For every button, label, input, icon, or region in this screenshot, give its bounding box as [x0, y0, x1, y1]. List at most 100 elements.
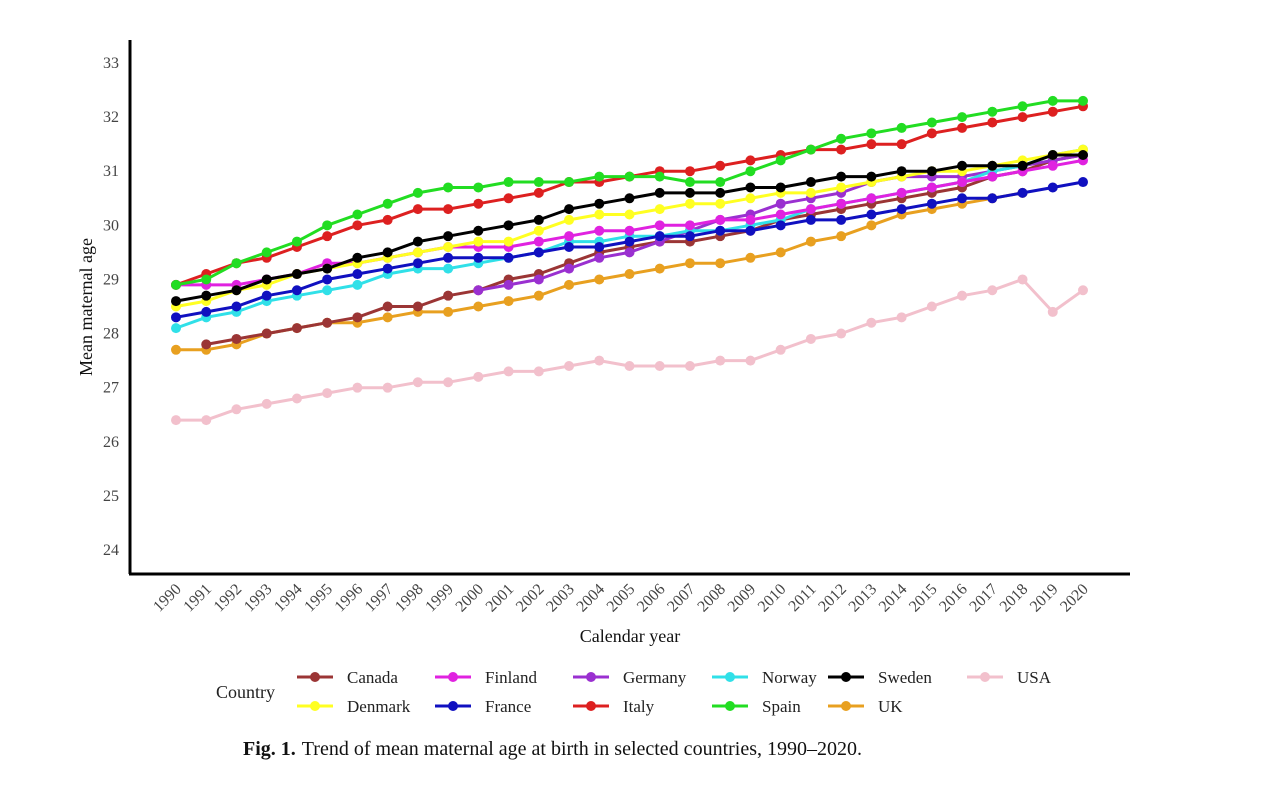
data-point: [1047, 149, 1058, 160]
data-point: [957, 290, 968, 301]
data-point: [1078, 95, 1088, 106]
data-point: [171, 344, 181, 355]
data-point: [836, 214, 847, 225]
data-point: [624, 361, 635, 372]
data-point: [866, 220, 877, 231]
legend-label: UK: [878, 697, 903, 716]
data-point: [926, 301, 937, 312]
data-point: [443, 290, 454, 301]
data-point: [231, 285, 242, 296]
data-point: [957, 112, 968, 123]
data-point: [775, 344, 786, 355]
legend-swatch-marker: [725, 701, 735, 711]
data-point: [443, 204, 454, 215]
y-axis-title: Mean maternal age: [76, 238, 96, 376]
data-point: [836, 171, 847, 182]
data-point: [987, 106, 998, 117]
data-point: [624, 193, 635, 204]
data-point: [171, 323, 181, 334]
series-line: [176, 277, 1084, 422]
data-point: [1017, 112, 1028, 123]
data-point: [533, 274, 544, 285]
legend-label: Italy: [623, 697, 655, 716]
data-point: [987, 117, 998, 128]
data-point: [503, 220, 514, 231]
data-point: [715, 187, 726, 198]
data-point: [684, 166, 695, 177]
data-point: [715, 258, 726, 269]
legend-swatch-marker: [448, 672, 458, 682]
data-point: [684, 177, 695, 188]
x-tick-label: 2020: [1057, 581, 1092, 616]
y-tick-label: 25: [103, 488, 119, 505]
data-point: [171, 279, 181, 290]
data-point: [624, 171, 635, 182]
data-point: [443, 241, 454, 252]
data-point: [533, 177, 544, 188]
x-tick-label: 2010: [755, 581, 790, 616]
data-point: [745, 166, 756, 177]
series-line: [205, 153, 1084, 346]
data-point: [926, 117, 937, 128]
y-tick-label: 33: [103, 55, 119, 72]
data-point: [322, 285, 333, 296]
x-tick-label: 2013: [846, 581, 881, 616]
x-tick-label: 2019: [1027, 581, 1062, 616]
data-point: [775, 220, 786, 231]
data-point: [533, 290, 544, 301]
data-point: [261, 274, 272, 285]
data-point: [1017, 101, 1028, 112]
legend-item-uk: UK: [828, 697, 903, 716]
data-point: [594, 241, 605, 252]
data-point: [382, 312, 393, 323]
y-tick-label: 31: [103, 163, 119, 180]
data-point: [684, 361, 695, 372]
data-point: [503, 252, 514, 263]
data-point: [564, 214, 575, 225]
data-point: [382, 247, 393, 258]
x-tick-label: 2003: [543, 581, 578, 616]
data-point: [805, 204, 816, 215]
data-point: [745, 355, 756, 366]
data-point: [745, 214, 756, 225]
data-point: [291, 323, 302, 334]
data-point: [382, 214, 393, 225]
data-point: [836, 231, 847, 242]
data-point: [261, 328, 272, 339]
data-point: [594, 225, 605, 236]
data-point: [1078, 149, 1088, 160]
x-tick-label: 1996: [332, 581, 367, 616]
data-point: [684, 220, 695, 231]
legend-label: Germany: [623, 668, 687, 687]
plot-area: [171, 95, 1088, 426]
x-tick-label: 2018: [997, 581, 1032, 616]
data-point: [291, 236, 302, 247]
legend-swatch-marker: [980, 672, 990, 682]
legend-item-norway: Norway: [712, 668, 817, 687]
figure-label: Fig. 1.: [243, 738, 296, 760]
data-point: [171, 312, 181, 323]
legend-label: France: [485, 697, 531, 716]
data-point: [352, 279, 363, 290]
x-tick-label: 2005: [604, 581, 639, 616]
data-point: [231, 258, 242, 269]
x-tick-label: 1999: [422, 581, 457, 616]
legend-swatch-marker: [841, 701, 851, 711]
x-tick-label: 2002: [513, 581, 548, 616]
data-point: [1047, 306, 1058, 317]
data-point: [684, 187, 695, 198]
x-tick-label: 1997: [362, 581, 397, 616]
data-point: [805, 187, 816, 198]
data-point: [231, 333, 242, 344]
data-point: [1047, 106, 1058, 117]
data-point: [382, 382, 393, 393]
legend-item-sweden: Sweden: [828, 668, 932, 687]
data-point: [443, 306, 454, 317]
legend-item-spain: Spain: [712, 697, 801, 716]
data-point: [866, 171, 877, 182]
data-point: [503, 279, 514, 290]
data-point: [322, 274, 333, 285]
y-tick-label: 30: [103, 217, 119, 234]
data-point: [201, 290, 212, 301]
